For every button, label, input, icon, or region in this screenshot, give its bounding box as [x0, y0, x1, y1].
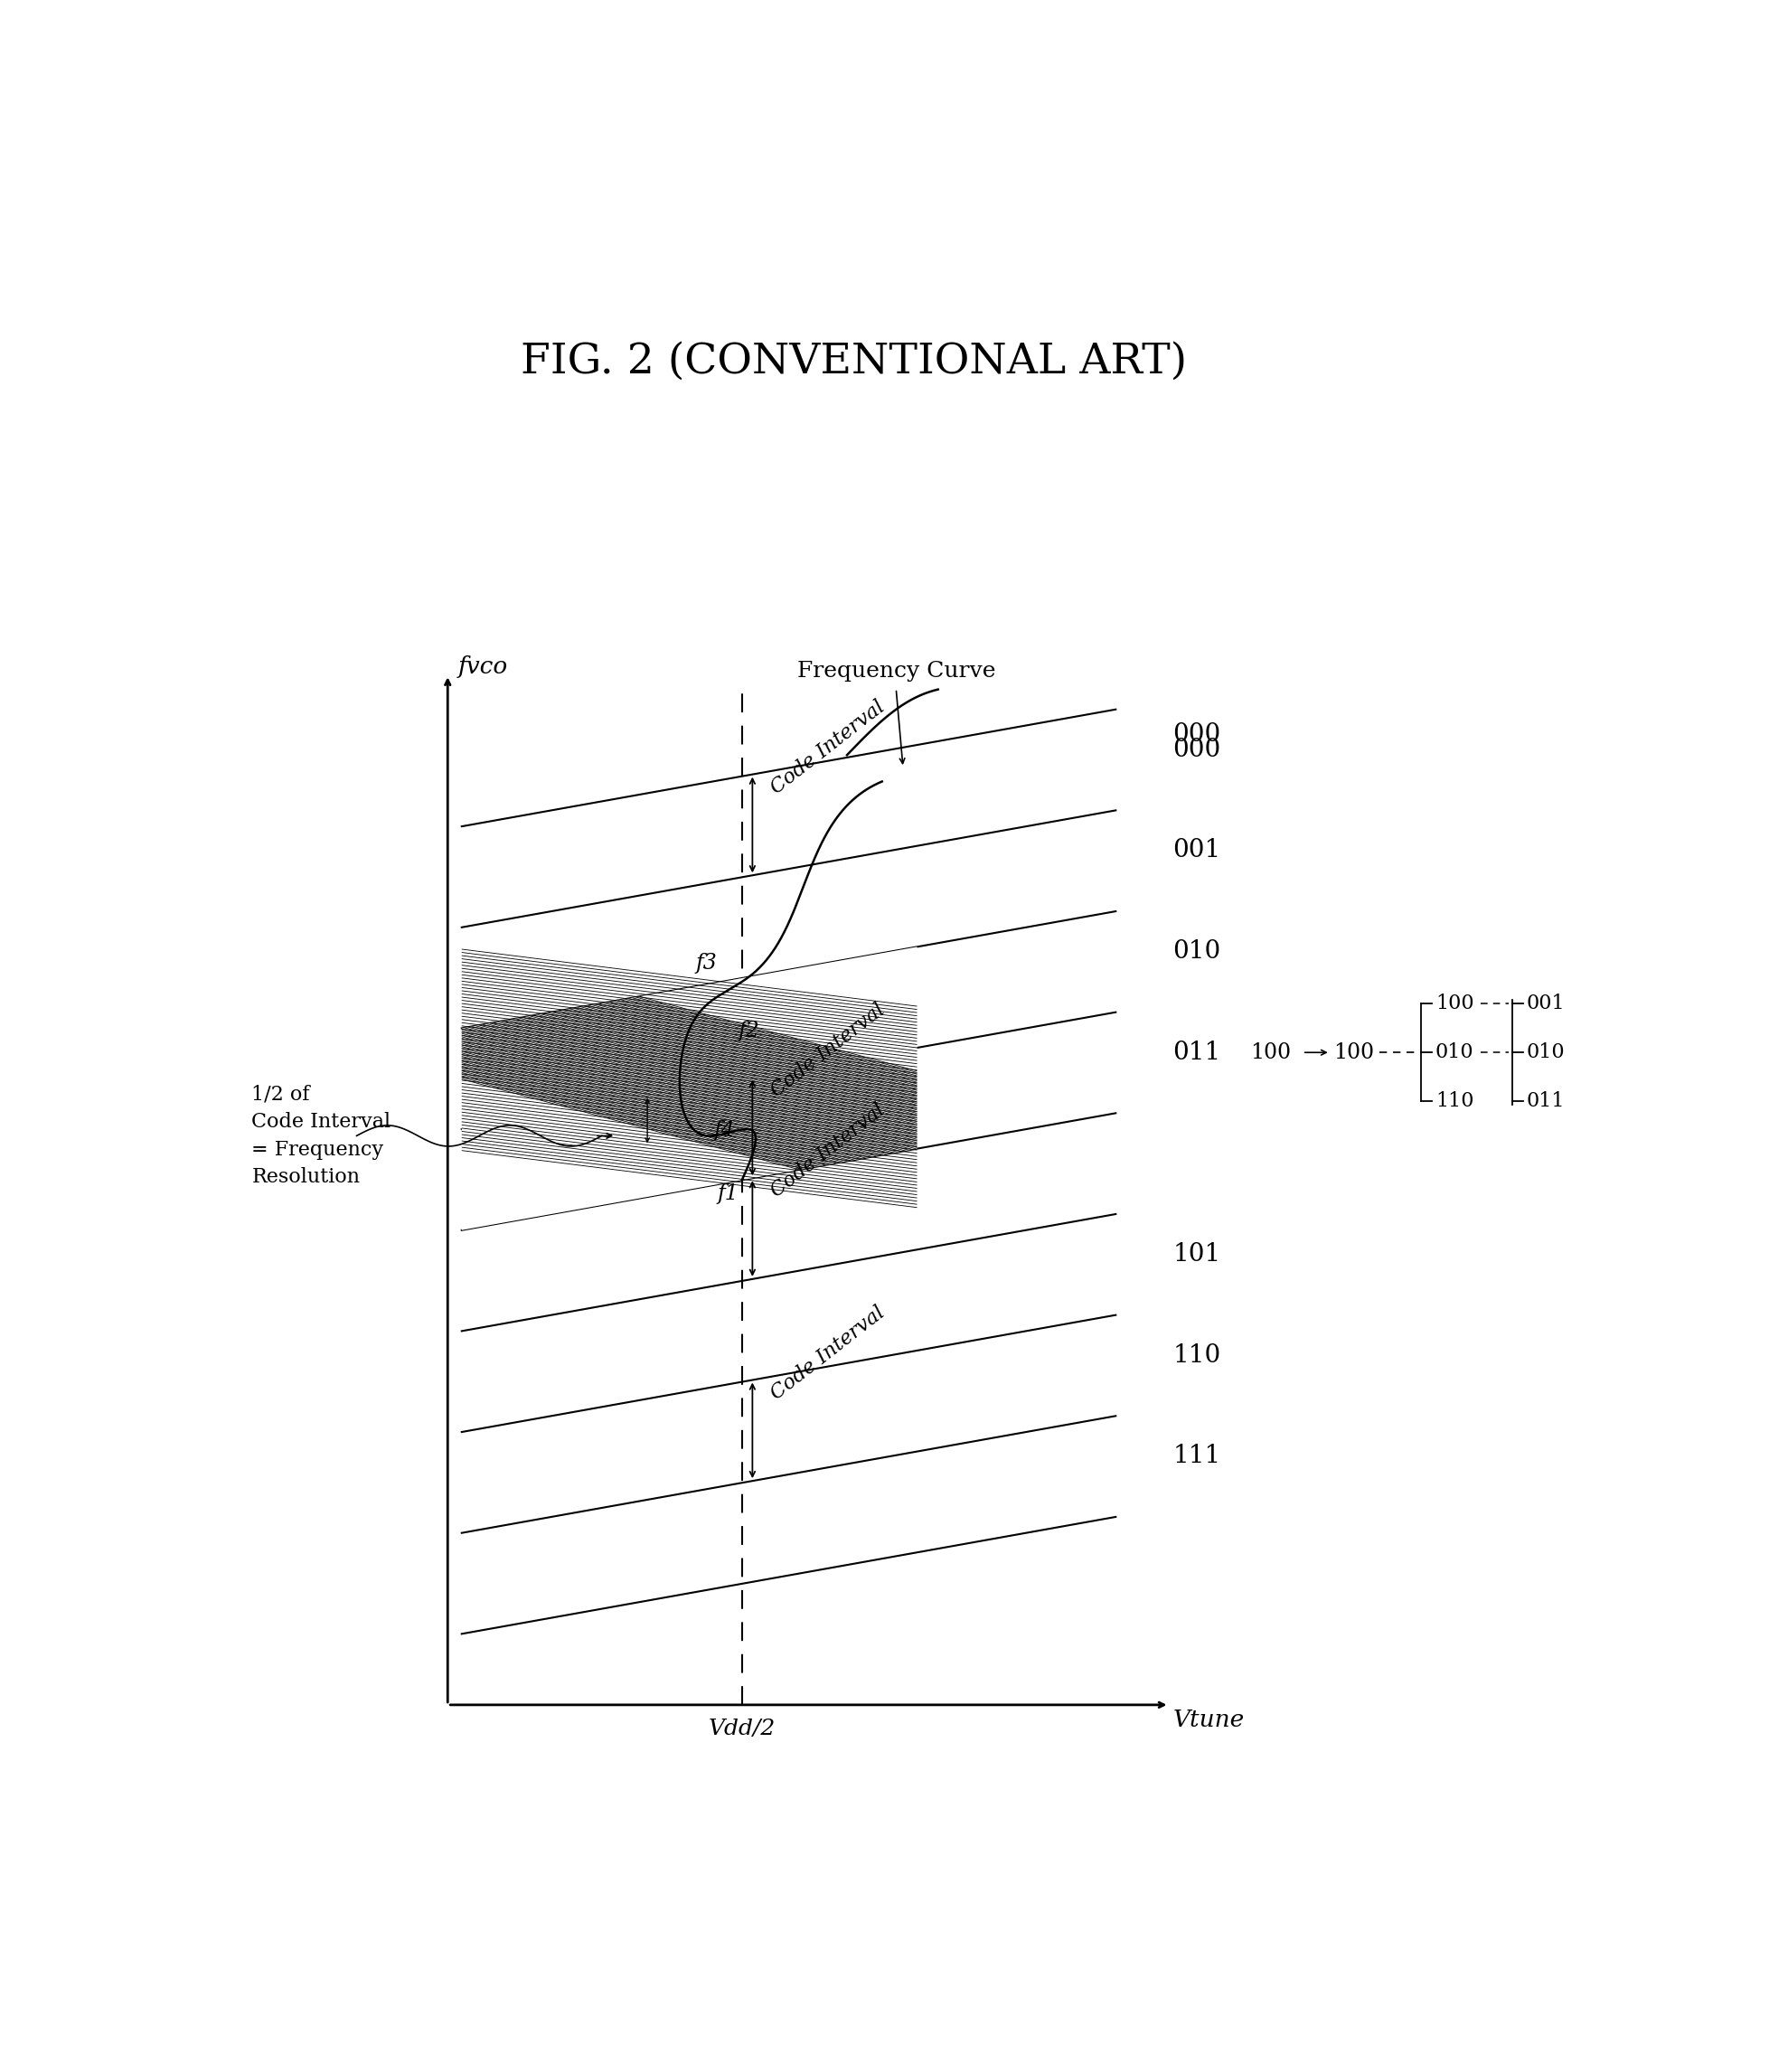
Text: 000: 000	[1173, 723, 1221, 746]
Text: 100: 100	[1436, 995, 1473, 1013]
Text: Code Interval: Code Interval	[767, 999, 889, 1100]
Text: 110: 110	[1173, 1343, 1221, 1368]
Text: Vdd/2: Vdd/2	[708, 1720, 776, 1740]
Text: 001: 001	[1173, 839, 1221, 862]
Text: f2: f2	[738, 1021, 760, 1042]
Text: 111: 111	[1173, 1444, 1221, 1469]
Text: 010: 010	[1527, 1042, 1564, 1063]
Text: Code Interval: Code Interval	[767, 696, 889, 798]
Text: Vtune: Vtune	[1173, 1707, 1244, 1730]
Text: Code Interval: Code Interval	[767, 1100, 889, 1202]
Text: FIG. 2 (CONVENTIONAL ART): FIG. 2 (CONVENTIONAL ART)	[520, 342, 1187, 381]
Text: f1: f1	[717, 1183, 738, 1204]
Text: 011: 011	[1527, 1092, 1564, 1111]
Text: 000: 000	[1173, 738, 1221, 762]
Text: 1/2 of
Code Interval
= Frequency
Resolution: 1/2 of Code Interval = Frequency Resolut…	[252, 1084, 392, 1187]
Text: f4: f4	[713, 1119, 735, 1140]
Text: 010: 010	[1436, 1042, 1473, 1063]
Text: 001: 001	[1527, 995, 1564, 1013]
Text: 011: 011	[1173, 1040, 1221, 1065]
Text: 100: 100	[1334, 1042, 1375, 1063]
Text: f3: f3	[696, 953, 717, 974]
Text: 101: 101	[1173, 1241, 1221, 1266]
Polygon shape	[461, 947, 917, 1231]
Text: 010: 010	[1173, 939, 1221, 963]
Text: fvco: fvco	[458, 655, 508, 678]
Text: Frequency Curve: Frequency Curve	[797, 661, 996, 682]
Text: Code Interval: Code Interval	[767, 1301, 889, 1403]
Text: 100: 100	[1250, 1042, 1291, 1063]
Text: 110: 110	[1436, 1092, 1473, 1111]
